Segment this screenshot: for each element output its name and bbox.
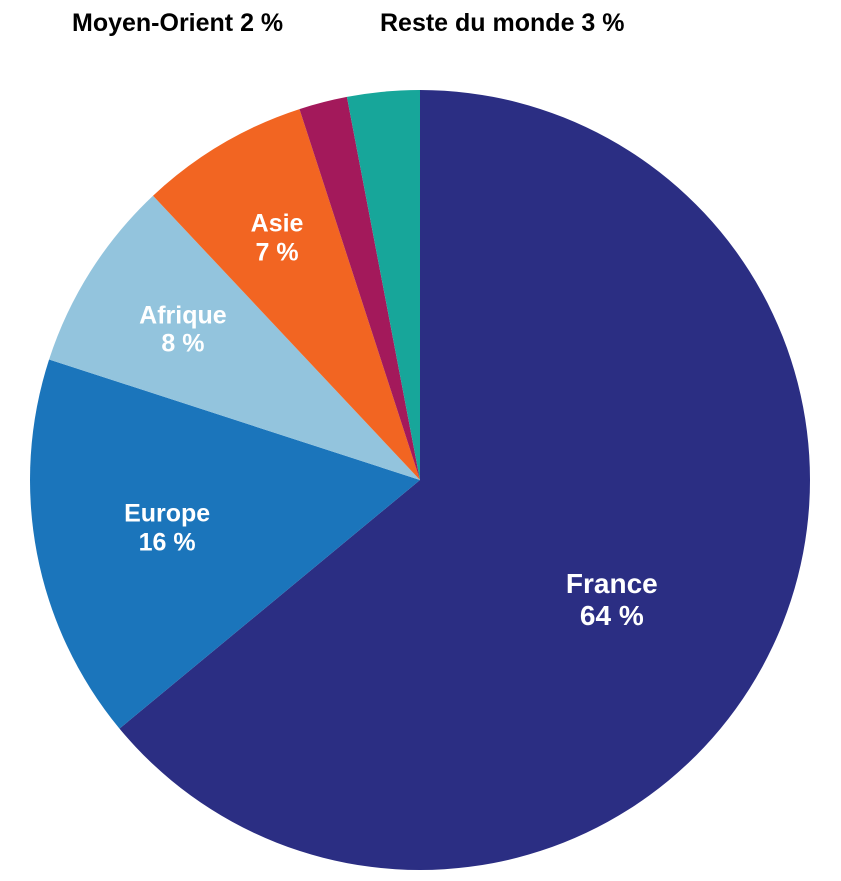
slice-label-name-europe: Europe	[124, 499, 210, 528]
slice-label-moyen-orient: Moyen-Orient 2 %	[72, 10, 283, 38]
slice-label-pct-afrique: 8 %	[139, 330, 227, 359]
slice-label-pct-france: 64 %	[566, 600, 658, 632]
slice-label-europe: Europe16 %	[124, 499, 210, 557]
slice-label-pct-europe: 16 %	[124, 528, 210, 557]
slice-label-name-france: France	[566, 568, 658, 600]
slice-label-asie: Asie7 %	[251, 210, 304, 268]
pie-chart: France64 % Europe16 % Afrique8 % Asie7 % Moy…	[0, 0, 841, 881]
slice-label-name-afrique: Afrique	[139, 301, 227, 330]
slice-label-reste-du-monde: Reste du monde 3 %	[380, 10, 625, 38]
slice-label-france: France64 %	[566, 568, 658, 632]
slice-label-name-asie: Asie	[251, 210, 304, 239]
slice-label-afrique: Afrique8 %	[139, 301, 227, 359]
slice-label-pct-asie: 7 %	[251, 238, 304, 267]
pie-svg	[0, 0, 841, 881]
